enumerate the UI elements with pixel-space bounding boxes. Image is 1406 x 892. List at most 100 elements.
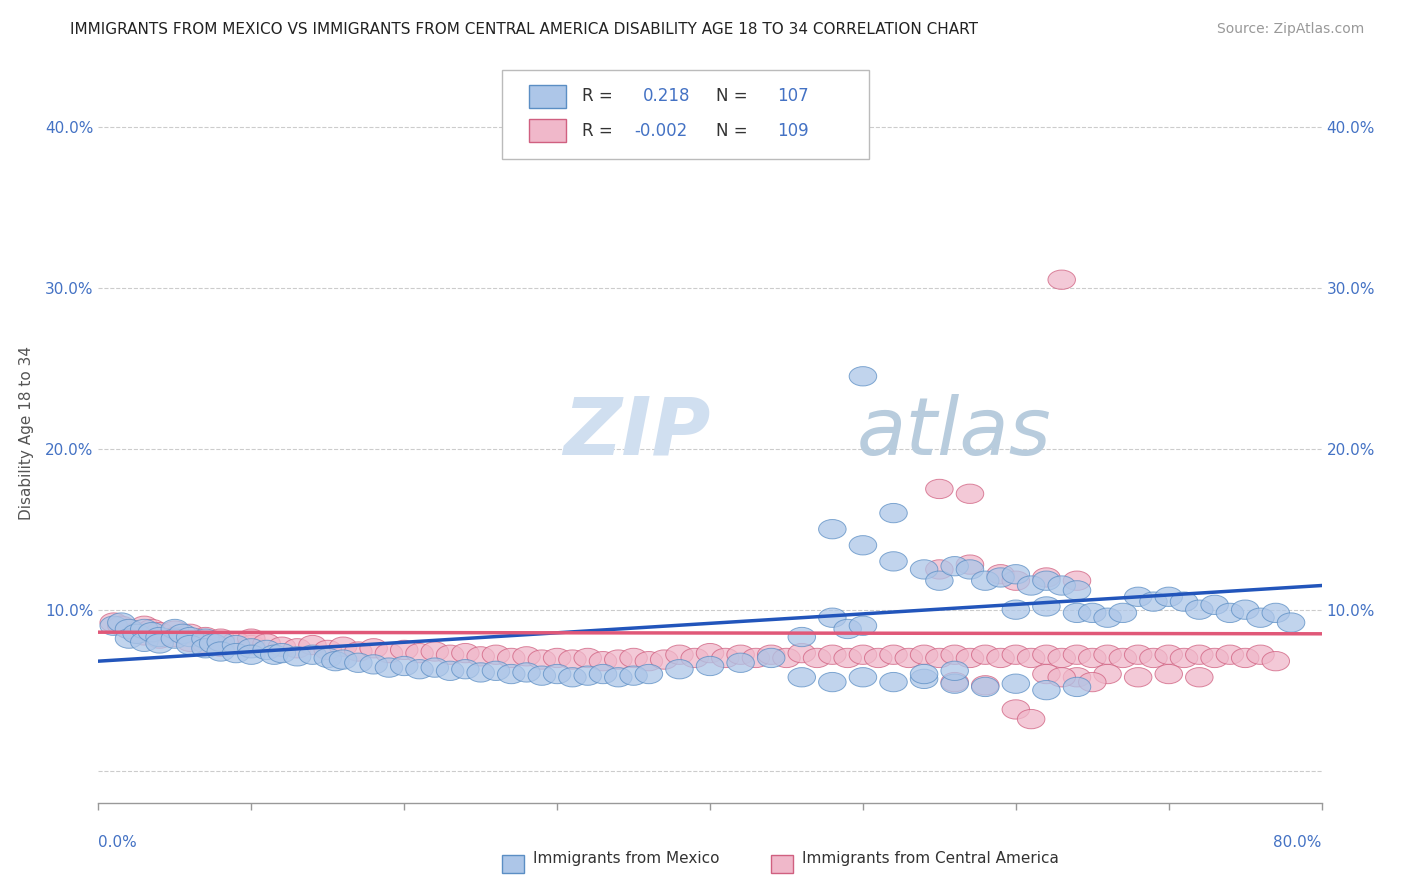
Ellipse shape [1109, 648, 1136, 667]
Ellipse shape [787, 667, 815, 687]
Ellipse shape [1032, 681, 1060, 700]
Ellipse shape [787, 643, 815, 663]
Ellipse shape [605, 667, 633, 687]
Ellipse shape [451, 643, 479, 663]
Ellipse shape [574, 666, 602, 685]
Ellipse shape [727, 653, 755, 673]
Ellipse shape [322, 651, 349, 671]
Ellipse shape [344, 642, 373, 661]
Ellipse shape [589, 665, 617, 683]
Ellipse shape [253, 634, 280, 653]
Ellipse shape [406, 659, 433, 679]
Ellipse shape [941, 661, 969, 681]
Ellipse shape [910, 665, 938, 683]
Ellipse shape [558, 650, 586, 669]
Ellipse shape [344, 653, 373, 673]
Ellipse shape [1063, 603, 1091, 623]
Ellipse shape [1185, 645, 1213, 665]
Ellipse shape [1063, 571, 1091, 591]
Ellipse shape [284, 647, 311, 666]
Ellipse shape [420, 658, 449, 677]
Ellipse shape [1018, 709, 1045, 729]
Ellipse shape [498, 665, 524, 683]
Ellipse shape [818, 673, 846, 692]
Ellipse shape [138, 623, 166, 642]
Ellipse shape [1232, 600, 1258, 619]
Text: R =: R = [582, 121, 613, 139]
Ellipse shape [207, 632, 235, 651]
Ellipse shape [176, 632, 204, 651]
Ellipse shape [451, 659, 479, 679]
Ellipse shape [513, 647, 540, 666]
Ellipse shape [956, 555, 984, 574]
Ellipse shape [169, 624, 197, 643]
Ellipse shape [314, 648, 342, 667]
Ellipse shape [1216, 645, 1244, 665]
Ellipse shape [880, 503, 907, 523]
Ellipse shape [910, 669, 938, 689]
Ellipse shape [1032, 597, 1060, 616]
Ellipse shape [108, 613, 135, 632]
Ellipse shape [513, 663, 540, 682]
Ellipse shape [925, 648, 953, 667]
Ellipse shape [941, 673, 969, 692]
Ellipse shape [880, 552, 907, 571]
Ellipse shape [131, 626, 157, 645]
Ellipse shape [925, 571, 953, 591]
Ellipse shape [1201, 595, 1229, 615]
Ellipse shape [1094, 608, 1122, 627]
Ellipse shape [1201, 648, 1229, 667]
Ellipse shape [1263, 651, 1289, 671]
Ellipse shape [758, 648, 785, 667]
Ellipse shape [1277, 613, 1305, 632]
Ellipse shape [1109, 603, 1136, 623]
Ellipse shape [558, 667, 586, 687]
Ellipse shape [222, 635, 250, 655]
Ellipse shape [122, 623, 150, 642]
Ellipse shape [1063, 667, 1091, 687]
Ellipse shape [972, 677, 1000, 697]
Ellipse shape [589, 651, 617, 671]
Text: Source: ZipAtlas.com: Source: ZipAtlas.com [1216, 22, 1364, 37]
Ellipse shape [1094, 645, 1122, 665]
Ellipse shape [987, 568, 1014, 587]
Ellipse shape [146, 627, 173, 647]
Ellipse shape [849, 616, 877, 635]
FancyBboxPatch shape [772, 855, 793, 873]
Ellipse shape [222, 643, 250, 663]
Ellipse shape [138, 619, 166, 639]
Ellipse shape [1018, 648, 1045, 667]
Ellipse shape [1063, 581, 1091, 600]
Ellipse shape [987, 565, 1014, 584]
Ellipse shape [436, 661, 464, 681]
Ellipse shape [391, 657, 418, 675]
Ellipse shape [1002, 565, 1029, 584]
Ellipse shape [238, 635, 266, 655]
Ellipse shape [1125, 645, 1152, 665]
Ellipse shape [1247, 608, 1274, 627]
Ellipse shape [1078, 603, 1107, 623]
Ellipse shape [543, 665, 571, 683]
Ellipse shape [1032, 571, 1060, 591]
Ellipse shape [131, 616, 157, 635]
Ellipse shape [1047, 648, 1076, 667]
Ellipse shape [1094, 665, 1122, 683]
Ellipse shape [375, 643, 402, 663]
Text: 109: 109 [778, 121, 808, 139]
Ellipse shape [1002, 571, 1029, 591]
Ellipse shape [200, 634, 226, 653]
Ellipse shape [910, 645, 938, 665]
Ellipse shape [956, 484, 984, 503]
Ellipse shape [1232, 648, 1258, 667]
Ellipse shape [162, 629, 188, 648]
Ellipse shape [100, 613, 128, 632]
Ellipse shape [972, 645, 1000, 665]
Ellipse shape [529, 666, 555, 685]
Text: Immigrants from Central America: Immigrants from Central America [801, 851, 1059, 866]
Ellipse shape [298, 645, 326, 665]
Ellipse shape [543, 648, 571, 667]
Ellipse shape [956, 648, 984, 667]
Ellipse shape [1247, 645, 1274, 665]
Ellipse shape [253, 640, 280, 659]
Ellipse shape [100, 616, 128, 635]
